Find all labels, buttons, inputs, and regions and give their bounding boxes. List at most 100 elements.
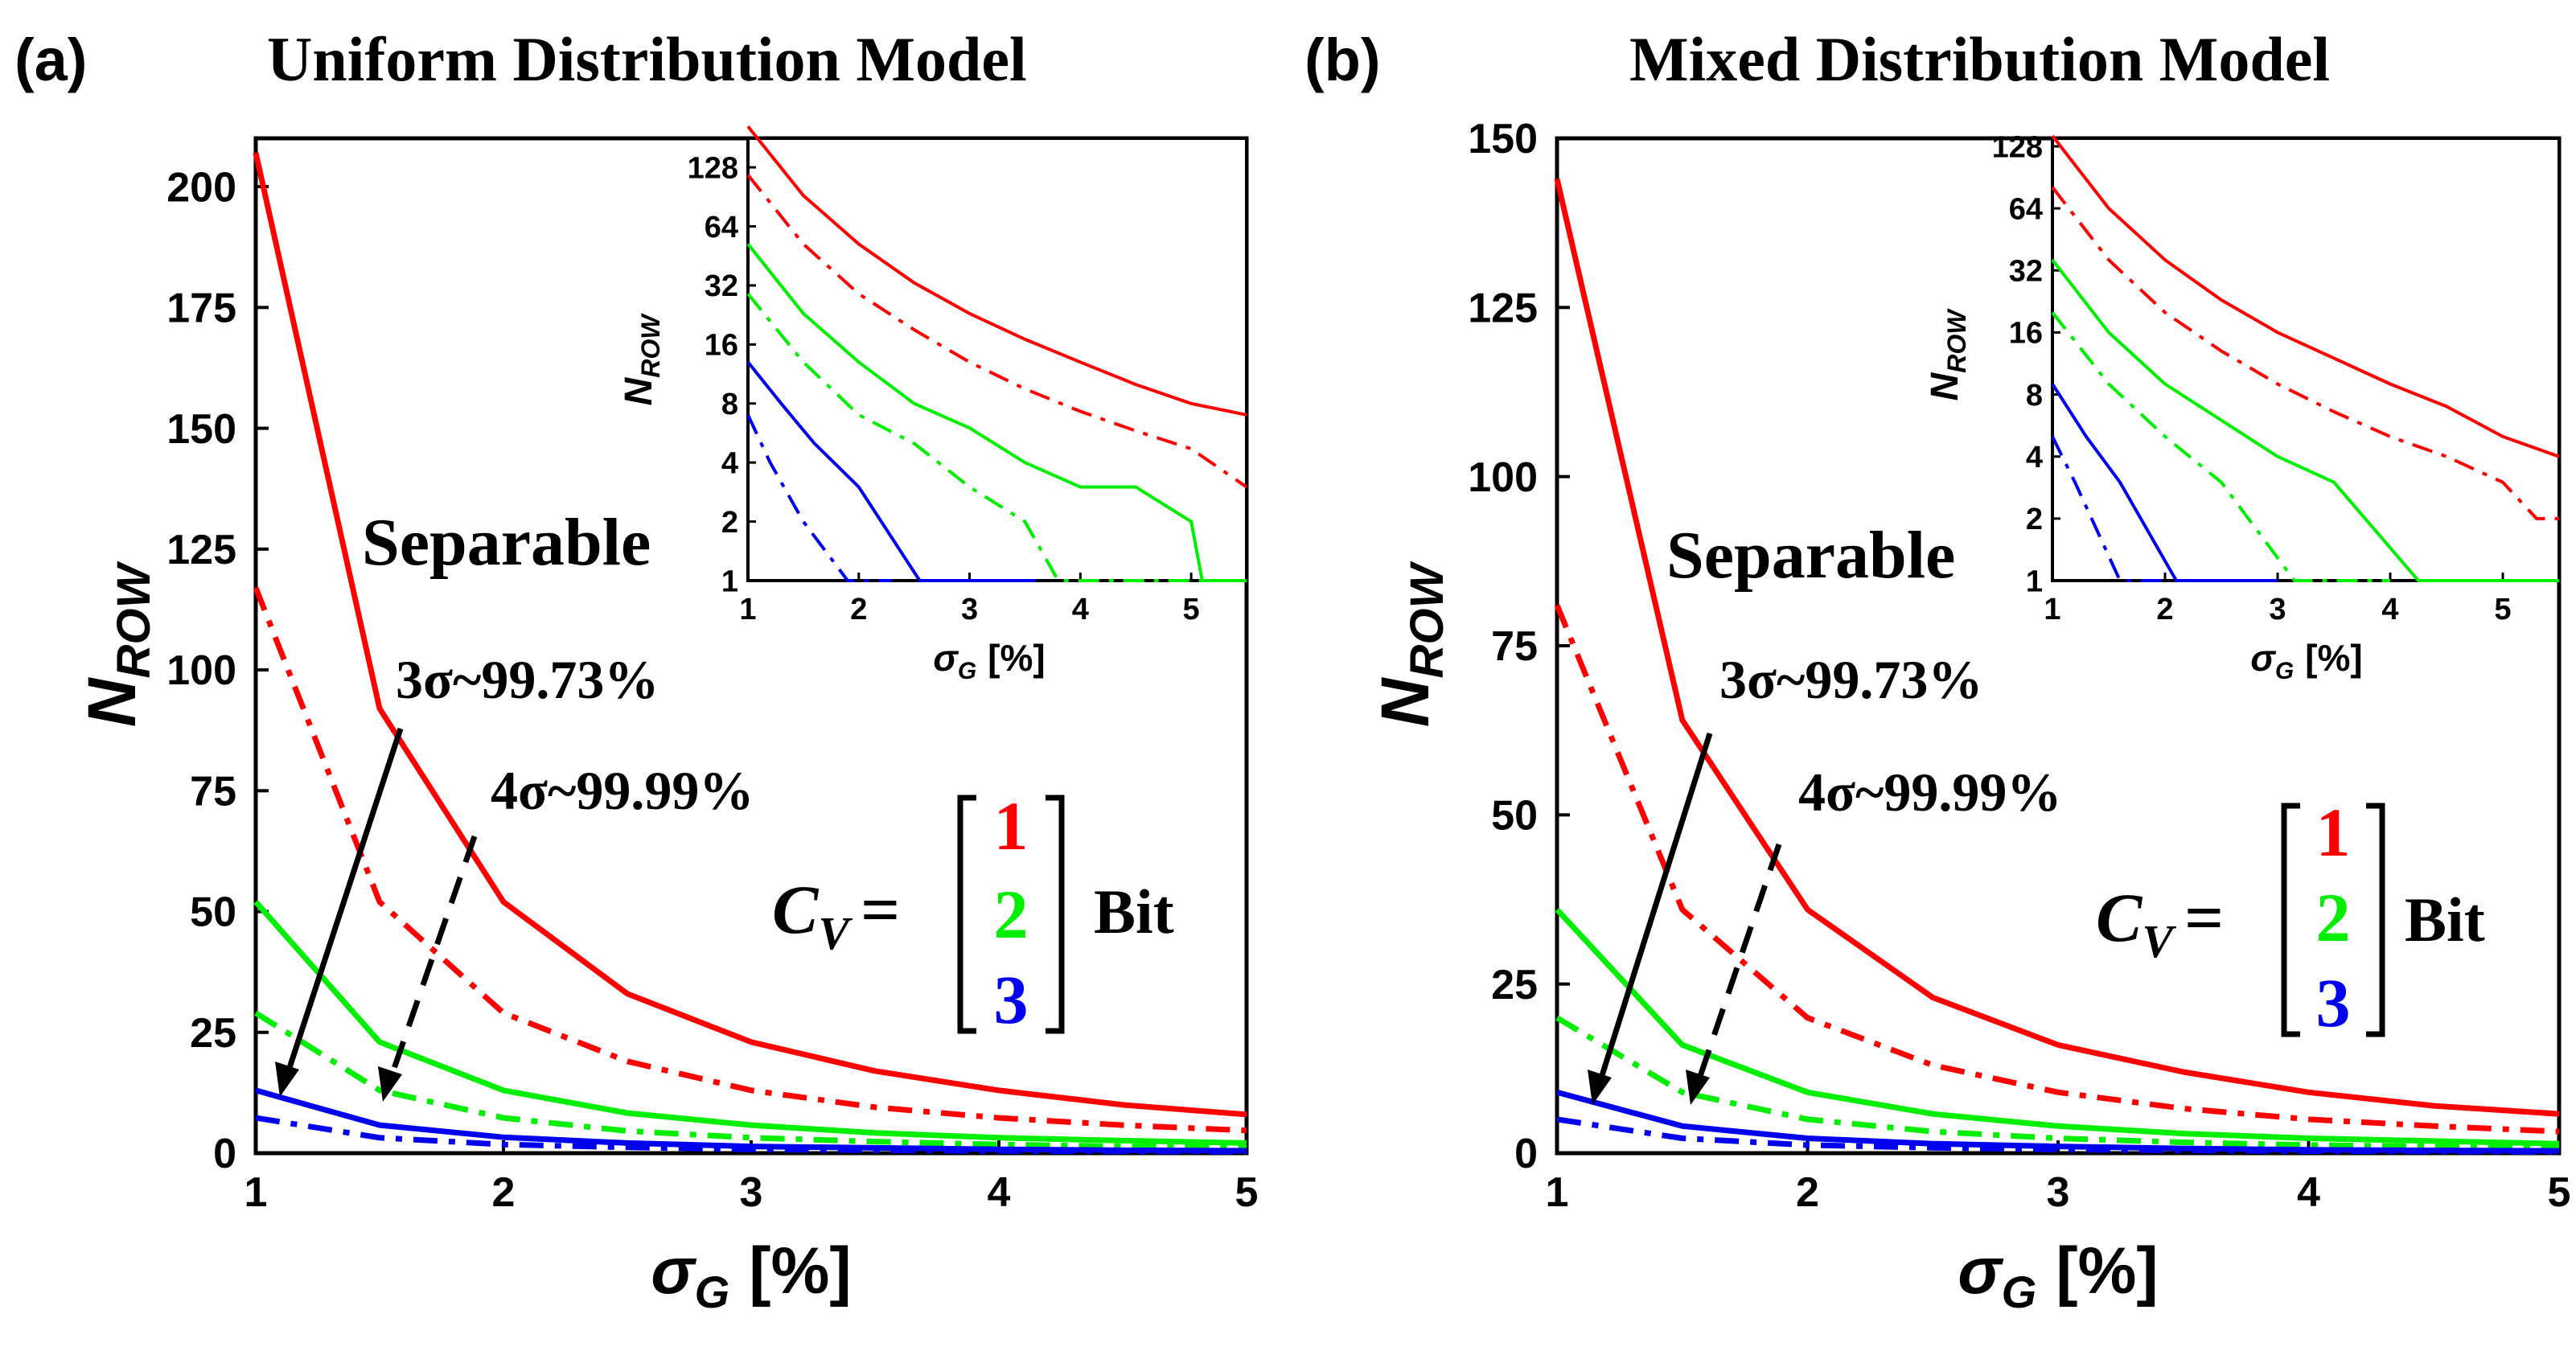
y-tick-label: 2 bbox=[2026, 503, 2043, 536]
right-bracket bbox=[2366, 803, 2385, 1037]
separable-label: Separable bbox=[362, 505, 651, 580]
y-tick-label: 32 bbox=[2009, 255, 2043, 289]
series-line bbox=[253, 152, 1247, 1118]
y-tick-label: 16 bbox=[2009, 317, 2043, 351]
sigma4-arrowhead bbox=[1686, 1070, 1710, 1105]
y-tick-label: 75 bbox=[190, 768, 236, 815]
cv-symbol: CV = bbox=[2096, 879, 2224, 967]
panel-a: (a) Uniform Distribution Model 1 2 3 4 50255… bbox=[14, 24, 1258, 1317]
bit-unit: Bit bbox=[1094, 877, 1174, 947]
x-tick-label: 2 bbox=[2156, 593, 2173, 626]
bit-1: 1 bbox=[994, 787, 1029, 864]
sigma3-label: 3σ~99.73% bbox=[1719, 649, 1982, 710]
series-line bbox=[255, 1115, 1247, 1155]
bit-3: 3 bbox=[2316, 964, 2351, 1041]
inset-y-label: NROW bbox=[1924, 308, 1971, 401]
series-line bbox=[1554, 604, 2560, 1135]
series-line bbox=[2051, 186, 2559, 520]
x-tick-label: 4 bbox=[2381, 593, 2398, 626]
panel-label: (a) bbox=[14, 27, 87, 93]
x-tick-label: 1 bbox=[2044, 593, 2060, 626]
y-tick-label: 100 bbox=[166, 647, 236, 694]
inset-background bbox=[748, 138, 1247, 581]
y-tick-label: 4 bbox=[721, 446, 738, 480]
chart-title: Mixed Distribution Model bbox=[1629, 24, 2330, 94]
series-line bbox=[2051, 134, 2560, 458]
y-tick-label: 1 bbox=[721, 565, 738, 598]
cv-legend: CV = 1 2 3 Bit bbox=[2096, 794, 2485, 1041]
x-tick-label: 1 bbox=[244, 1169, 268, 1216]
x-tick-label: 5 bbox=[2494, 593, 2511, 626]
y-tick-label: 50 bbox=[190, 889, 236, 936]
y-tick-label: 200 bbox=[166, 164, 236, 211]
x-tick-label: 3 bbox=[740, 1169, 763, 1216]
y-tick-label: 1 bbox=[2026, 565, 2043, 598]
x-axis-label: σG [%] bbox=[651, 1234, 852, 1317]
inset-plot: NROW σG [%] 1 2 3 4 5 1 2 4 8 16 32 64 128 bbox=[618, 125, 1248, 684]
y-tick-label: 0 bbox=[213, 1131, 236, 1177]
y-axis-label: NROW bbox=[74, 561, 160, 728]
series-line bbox=[253, 586, 1247, 1134]
sigma4-arrow bbox=[1694, 843, 1782, 1087]
series-line bbox=[255, 1087, 1247, 1154]
x-tick-label: 3 bbox=[961, 593, 978, 626]
chart-title: Uniform Distribution Model bbox=[267, 24, 1027, 94]
series-line bbox=[746, 361, 1037, 582]
x-tick-label: 5 bbox=[1235, 1169, 1259, 1216]
bit-1: 1 bbox=[2316, 794, 2351, 871]
left-bracket bbox=[957, 795, 976, 1034]
y-tick-label: 8 bbox=[2026, 379, 2043, 413]
y-axis-label: NROW bbox=[1367, 561, 1453, 728]
y-tick-label: 0 bbox=[1514, 1131, 1538, 1177]
sigma3-arrowhead bbox=[1588, 1070, 1612, 1105]
series-line bbox=[2051, 383, 2278, 582]
sigma4-label: 4σ~99.99% bbox=[1798, 762, 2061, 823]
x-tick-label: 1 bbox=[1546, 1169, 1569, 1216]
series-line bbox=[746, 414, 893, 582]
y-tick-label: 2 bbox=[721, 506, 738, 540]
series-line bbox=[2051, 258, 2559, 582]
panel-label: (b) bbox=[1304, 27, 1381, 93]
y-tick-label: 32 bbox=[705, 269, 738, 303]
sigma3-label: 3σ~99.73% bbox=[396, 649, 659, 710]
series-line bbox=[1555, 907, 2560, 1147]
y-tick-label: 50 bbox=[1491, 793, 1538, 840]
y-tick-label: 125 bbox=[1468, 285, 1538, 332]
x-axis-label: σG [%] bbox=[1958, 1234, 2159, 1317]
y-tick-label: 16 bbox=[705, 329, 738, 363]
y-tick-label: 64 bbox=[705, 211, 738, 244]
x-tick-label: 4 bbox=[1072, 593, 1089, 626]
cv-symbol: CV = bbox=[772, 871, 900, 959]
y-tick-label: 128 bbox=[1992, 130, 2043, 164]
x-tick-label: 4 bbox=[988, 1169, 1011, 1216]
x-tick-label: 5 bbox=[2548, 1169, 2571, 1216]
inset-plot: NROW σG [%] 1 2 3 4 5 1 2 4 8 16 32 64 128 bbox=[1924, 130, 2561, 684]
series-line bbox=[2051, 436, 2165, 582]
y-tick-label: 150 bbox=[166, 406, 236, 453]
y-tick-label: 25 bbox=[1491, 962, 1538, 1008]
series-line bbox=[253, 900, 1247, 1146]
inset-background bbox=[2052, 138, 2559, 581]
y-tick-label: 175 bbox=[166, 285, 236, 332]
y-tick-label: 25 bbox=[190, 1010, 236, 1057]
x-tick-label: 1 bbox=[739, 593, 756, 626]
inset-x-label: σG [%] bbox=[2250, 637, 2362, 684]
inset-y-label: NROW bbox=[618, 313, 665, 406]
sigma3-arrowhead bbox=[275, 1062, 299, 1097]
series-line bbox=[254, 1010, 1247, 1151]
x-tick-label: 3 bbox=[2047, 1169, 2070, 1216]
bit-2: 2 bbox=[2316, 879, 2351, 956]
right-bracket bbox=[1046, 795, 1065, 1034]
x-tick-label: 5 bbox=[1183, 593, 1200, 626]
series-line bbox=[2051, 311, 2390, 582]
y-tick-label: 128 bbox=[688, 151, 738, 185]
x-tick-label: 3 bbox=[2269, 593, 2286, 626]
y-tick-label: 150 bbox=[1468, 116, 1538, 162]
sigma3-arrow bbox=[283, 727, 404, 1079]
separable-label: Separable bbox=[1666, 518, 1955, 593]
y-tick-label: 125 bbox=[166, 527, 236, 573]
bit-unit: Bit bbox=[2405, 885, 2485, 955]
series-line bbox=[746, 293, 1247, 582]
series-line bbox=[1554, 178, 2560, 1117]
x-tick-label: 2 bbox=[492, 1169, 516, 1216]
